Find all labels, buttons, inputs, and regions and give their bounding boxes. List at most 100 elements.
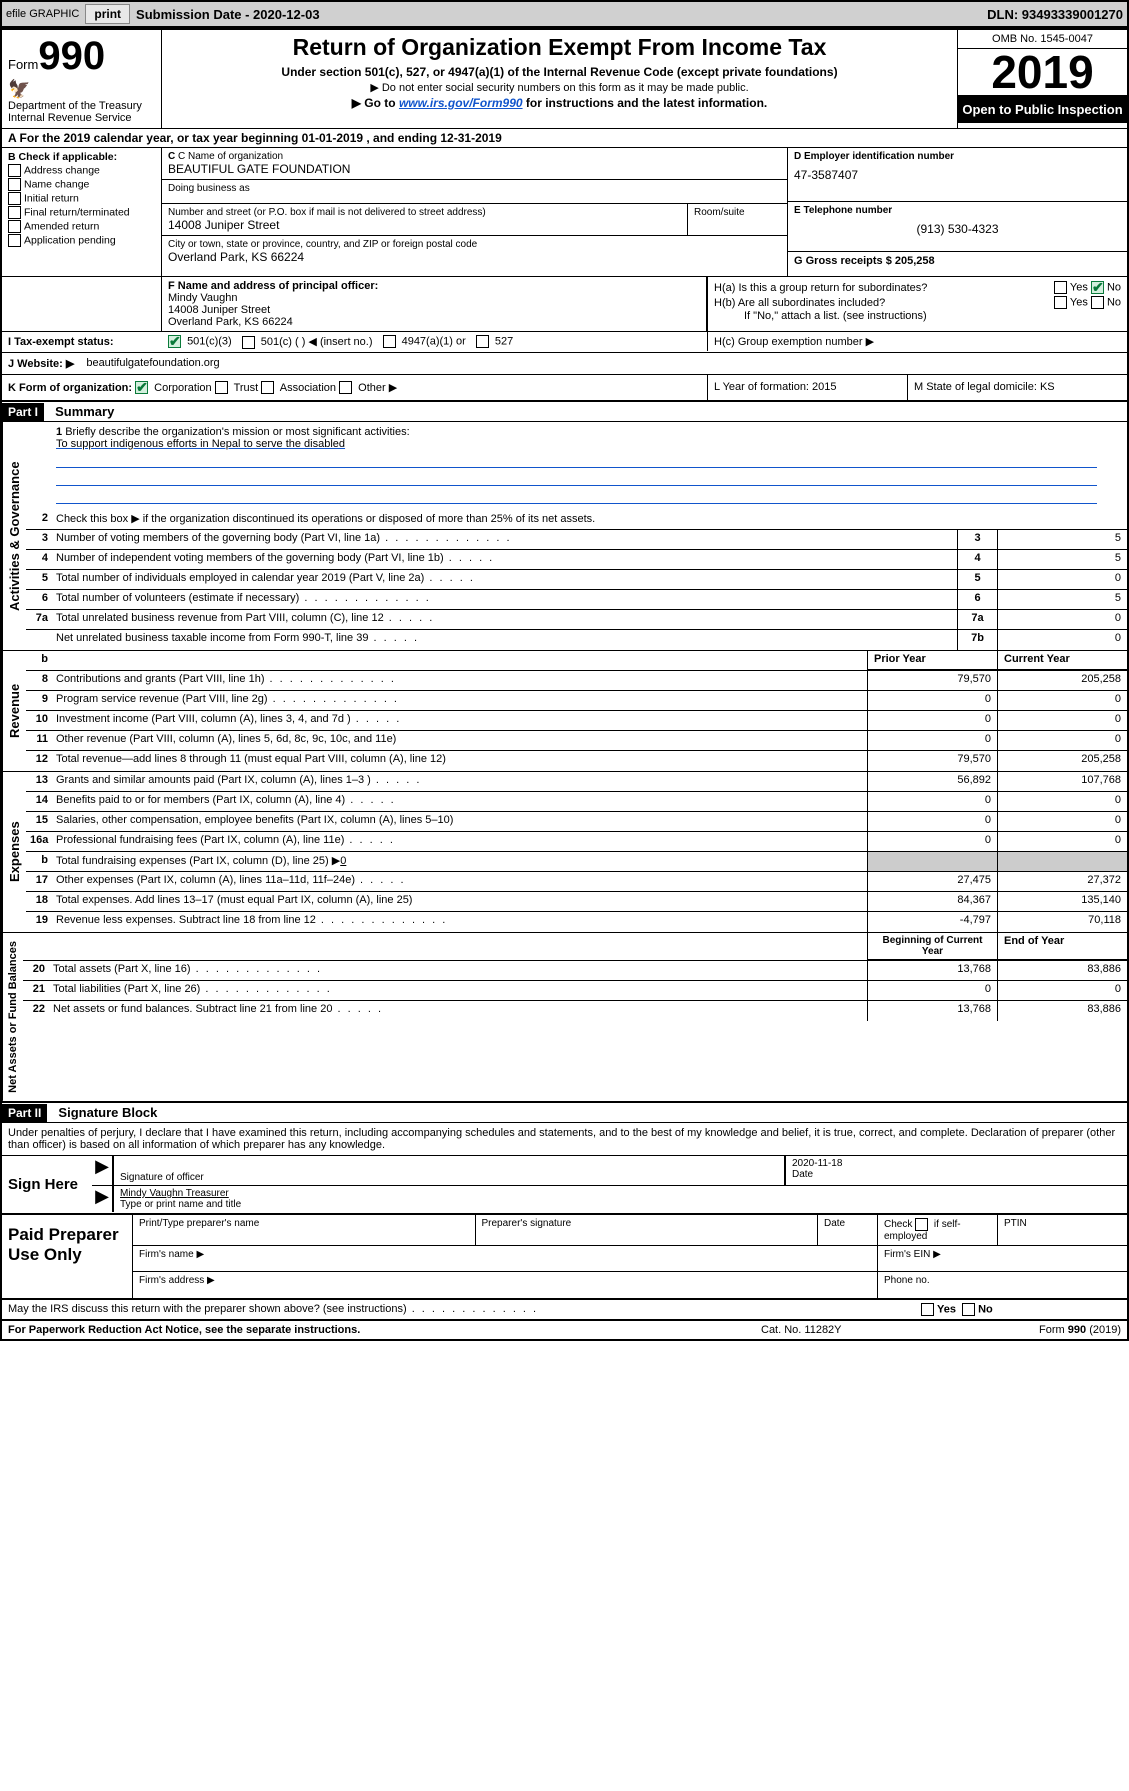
chk-501c3[interactable]: [168, 335, 181, 348]
opt-corp: Corporation: [154, 382, 211, 394]
firm-ein-label: Firm's EIN ▶: [877, 1246, 1127, 1271]
ha-no[interactable]: [1091, 281, 1104, 294]
ein-value: 47-3587407: [794, 168, 1121, 182]
l10-text: Investment income (Part VIII, column (A)…: [56, 713, 351, 725]
part2-header: Part II Signature Block: [2, 1103, 1127, 1123]
form-ref: Form 990 (2019): [961, 1324, 1121, 1336]
ha-yes[interactable]: [1054, 281, 1067, 294]
header-left: Form990 🦅 Department of the Treasury Int…: [2, 30, 162, 128]
cat-no: Cat. No. 11282Y: [761, 1324, 961, 1336]
sig-officer-label: Signature of officer: [120, 1172, 204, 1183]
discuss-yes[interactable]: [921, 1303, 934, 1316]
l15-text: Salaries, other compensation, employee b…: [56, 814, 453, 826]
v6: 5: [997, 590, 1127, 609]
label-revenue: Revenue: [2, 651, 26, 771]
l19-text: Revenue less expenses. Subtract line 18 …: [56, 914, 316, 926]
footer: For Paperwork Reduction Act Notice, see …: [2, 1321, 1127, 1339]
section-governance: Activities & Governance 1 Briefly descri…: [2, 422, 1127, 651]
c18: 135,140: [997, 892, 1127, 911]
shade2: [997, 852, 1127, 871]
chk-trust[interactable]: [215, 381, 228, 394]
opt-4947: 4947(a)(1) or: [402, 336, 466, 348]
hb-label: H(b) Are all subordinates included?: [714, 297, 885, 309]
info-grid: B Check if applicable: Address change Na…: [2, 148, 1127, 277]
phone-no-label: Phone no.: [877, 1272, 1127, 1298]
box-deg: D Employer identification number 47-3587…: [787, 148, 1127, 276]
sign-here-block: Sign Here ▶ Signature of officer 2020-11…: [2, 1156, 1127, 1215]
l11-text: Other revenue (Part VIII, column (A), li…: [56, 733, 396, 745]
name-label: Type or print name and title: [120, 1199, 241, 1210]
arrow-icon: ▶: [92, 1186, 112, 1212]
l4-text: Number of independent voting members of …: [56, 552, 444, 564]
l9-text: Program service revenue (Part VIII, line…: [56, 693, 268, 705]
irs-link[interactable]: www.irs.gov/Form990: [399, 96, 523, 110]
box-f: F Name and address of principal officer:…: [162, 277, 707, 331]
b22: 13,768: [867, 1001, 997, 1021]
discuss-no[interactable]: [962, 1303, 975, 1316]
line-1: 1 Briefly describe the organization's mi…: [26, 422, 1127, 510]
l16b-val: 0: [340, 855, 346, 867]
public-inspection: Open to Public Inspection: [958, 96, 1127, 123]
form-label: Form: [8, 57, 38, 72]
l3-text: Number of voting members of the governin…: [56, 532, 380, 544]
form-990: Form990 🦅 Department of the Treasury Int…: [0, 28, 1129, 1341]
section-expenses: Expenses 13Grants and similar amounts pa…: [2, 772, 1127, 933]
chk-initial-return[interactable]: Initial return: [8, 192, 155, 205]
chk-self-employed[interactable]: [915, 1218, 928, 1231]
chk-label: Application pending: [24, 234, 116, 246]
tax-year: 2019: [958, 49, 1127, 96]
check-pre: Check: [884, 1219, 912, 1230]
hb-yes[interactable]: [1054, 296, 1067, 309]
dept-label: Department of the Treasury: [8, 100, 155, 112]
chk-amended[interactable]: Amended return: [8, 220, 155, 233]
form-subtitle: Under section 501(c), 527, or 4947(a)(1)…: [170, 65, 949, 79]
chk-4947[interactable]: [383, 335, 396, 348]
form-title: Return of Organization Exempt From Incom…: [170, 34, 949, 61]
c12: 205,258: [997, 751, 1127, 771]
discuss-row: May the IRS discuss this return with the…: [2, 1300, 1127, 1321]
pra-notice: For Paperwork Reduction Act Notice, see …: [8, 1324, 360, 1336]
chk-label: Address change: [24, 164, 100, 176]
chk-assoc[interactable]: [261, 381, 274, 394]
dln-label: DLN: 93493339001270: [987, 7, 1123, 22]
label-expenses: Expenses: [2, 772, 26, 932]
prep-sig-label: Preparer's signature: [475, 1215, 818, 1245]
form-note2: ▶ Go to www.irs.gov/Form990 for instruct…: [170, 96, 949, 110]
chk-final-return[interactable]: Final return/terminated: [8, 206, 155, 219]
tax-status-label: I Tax-exempt status:: [8, 336, 114, 348]
print-button[interactable]: print: [85, 4, 130, 24]
section-revenue: Revenue bPrior YearCurrent Year 8Contrib…: [2, 651, 1127, 772]
part1-title: Summary: [47, 402, 122, 421]
v7a: 0: [997, 610, 1127, 629]
l7b-text: Net unrelated business taxable income fr…: [56, 632, 368, 644]
chk-501c[interactable]: [242, 336, 255, 349]
paid-preparer-label: Paid Preparer Use Only: [2, 1215, 132, 1298]
l5-text: Total number of individuals employed in …: [56, 572, 424, 584]
opt-assoc: Association: [280, 382, 336, 394]
chk-address-change[interactable]: Address change: [8, 164, 155, 177]
hb-no[interactable]: [1091, 296, 1104, 309]
efile-label: efile GRAPHIC: [6, 8, 79, 20]
chk-label: Initial return: [24, 192, 79, 204]
chk-label: Final return/terminated: [24, 206, 130, 218]
section-net-assets: Net Assets or Fund Balances Beginning of…: [2, 933, 1127, 1103]
irs-label: Internal Revenue Service: [8, 112, 155, 124]
label-net: Net Assets or Fund Balances: [2, 933, 23, 1101]
b21: 0: [867, 981, 997, 1000]
p9: 0: [867, 691, 997, 710]
yes-label: Yes: [1070, 281, 1088, 293]
box-b-title: B Check if applicable:: [8, 151, 155, 163]
mission-text: To support indigenous efforts in Nepal t…: [56, 438, 345, 450]
v4: 5: [997, 550, 1127, 569]
chk-other[interactable]: [339, 381, 352, 394]
l12-text: Total revenue—add lines 8 through 11 (mu…: [56, 753, 446, 765]
chk-name-change[interactable]: Name change: [8, 178, 155, 191]
chk-527[interactable]: [476, 335, 489, 348]
p18: 84,367: [867, 892, 997, 911]
chk-app-pending[interactable]: Application pending: [8, 234, 155, 247]
v7b: 0: [997, 630, 1127, 650]
chk-corp[interactable]: [135, 381, 148, 394]
self-emp-cell: Check if self-employed: [877, 1215, 997, 1245]
b20: 13,768: [867, 961, 997, 980]
shade1: [867, 852, 997, 871]
